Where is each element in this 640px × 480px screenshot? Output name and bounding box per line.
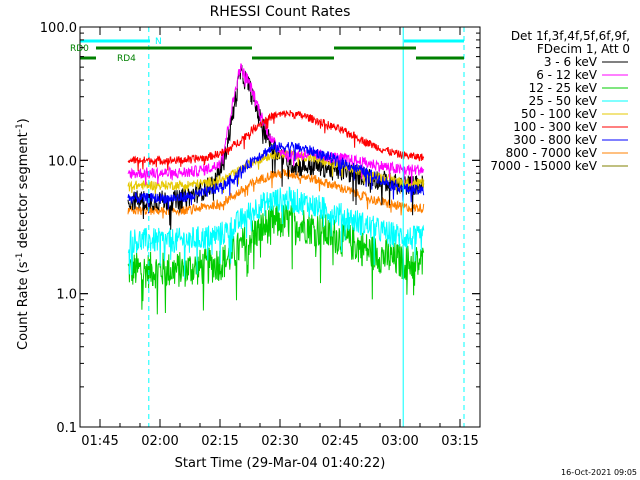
legend-header-line-1: Det 1f,3f,4f,5f,6f,9f, xyxy=(511,29,630,43)
x-tick-label: 02:15 xyxy=(201,434,238,449)
legend-label-9: 7000 - 15000 keV xyxy=(490,159,597,173)
y-axis-label: Count Rate (s-1 detector segment-1) xyxy=(15,118,31,350)
series-line-6 xyxy=(127,110,425,171)
series-line-7 xyxy=(127,141,425,214)
legend-label-3: 12 - 25 keV xyxy=(529,81,598,95)
chart-title: RHESSI Count Rates xyxy=(210,4,351,20)
series-line-4 xyxy=(127,186,425,279)
x-tick-label: 02:30 xyxy=(261,434,298,449)
legend-label-5: 50 - 100 keV xyxy=(521,107,598,121)
x-tick-label: 03:15 xyxy=(441,434,478,449)
x-tick-label: 02:00 xyxy=(141,434,178,449)
legend-label-7: 300 - 800 keV xyxy=(513,133,597,147)
annotation-label-rd4: RD4 xyxy=(117,54,136,64)
y-tick-label: 1.0 xyxy=(56,288,77,303)
y-tick-label: 10.0 xyxy=(48,154,77,169)
annotation-label-n: N xyxy=(155,37,162,47)
x-tick-label: 02:45 xyxy=(321,434,358,449)
x-axis-label: Start Time (29-Mar-04 01:40:22) xyxy=(175,456,386,471)
legend-label-1: 3 - 6 keV xyxy=(544,55,598,69)
legend-header-line-2: FDecim 1, Att 0 xyxy=(537,42,630,56)
series-line-8 xyxy=(127,168,425,219)
y-tick-label: 0.1 xyxy=(56,421,77,436)
x-tick-label: 03:00 xyxy=(381,434,418,449)
legend-label-6: 100 - 300 keV xyxy=(513,120,597,134)
x-tick-label: 01:45 xyxy=(81,434,118,449)
legend-label-2: 6 - 12 keV xyxy=(536,68,598,82)
y-tick-label: 100.0 xyxy=(40,21,77,36)
annotation-label-rd0: RD0 xyxy=(70,44,89,54)
legend-label-8: 800 - 7000 keV xyxy=(506,146,598,160)
legend-label-4: 25 - 50 keV xyxy=(529,94,598,108)
generation-timestamp: 16-Oct-2021 09:05 xyxy=(561,468,637,477)
